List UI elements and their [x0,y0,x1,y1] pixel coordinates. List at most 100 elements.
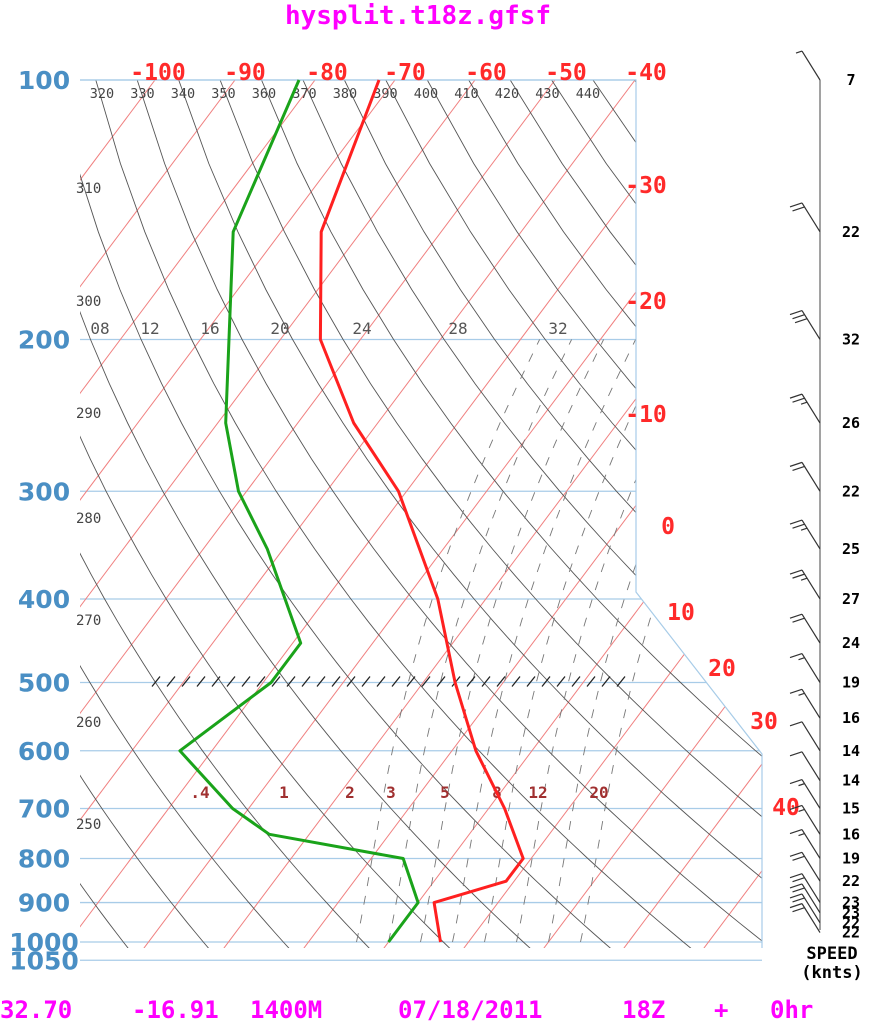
dry-adiabat-line [426,80,762,948]
isotherm-line [534,80,762,948]
mixing-ratio-label: 2 [345,783,355,802]
wind-barb-shaft [801,688,821,719]
wind-speed-label: 16 [842,825,860,843]
temperature-label: -70 [384,60,426,86]
moist-adiabat-line [484,339,669,943]
wind-barb-feather [795,50,803,54]
theta-label: 330 [130,86,154,102]
hatch-mark [271,676,281,687]
dry-adiabat-line [592,80,762,948]
hatch-mark [361,676,371,687]
dry-adiabat-line [0,80,57,960]
theta-label: 260 [76,715,101,731]
dewpoint-line [178,79,420,943]
wind-barb-feather [800,577,808,581]
theta-label: 440 [576,86,600,102]
hatch-mark [196,676,206,687]
isotherm-line [214,80,762,948]
hatch-mark [406,676,416,687]
hatch-mark [211,676,221,687]
pressure-label: 1000 [9,928,79,957]
theta-label: 300 [76,294,101,310]
theta-label: 410 [454,86,478,102]
temperature-label: -80 [306,60,348,86]
moist-adiabat-line [516,339,701,943]
wind-speed-label: 24 [842,634,860,652]
dry-adiabat-line [80,80,139,948]
wind-barb-shaft [801,50,821,81]
hatch-mark [256,676,266,687]
pressure-label: 800 [18,844,70,873]
temperature-label: -50 [545,60,587,86]
theta-label: 290 [76,406,101,422]
wind-barb-feather [789,828,803,835]
hatch-mark [481,676,491,687]
theta-label: 420 [495,86,519,102]
wind-barb-feather [792,877,805,883]
wind-speed-label: 22 [842,223,860,241]
hatch-mark [316,676,326,687]
isotherm-line [80,80,476,948]
isotherm-line [614,80,762,948]
footer-plus: + [714,996,728,1024]
hatch-mark [526,676,536,687]
hatch-mark [556,676,566,687]
dry-adiabat-line [551,80,762,948]
hatch-mark [586,676,596,687]
wind-barb-feather [789,779,803,785]
hatch-mark [301,676,311,687]
dry-adiabat-line [80,80,382,948]
wind-barb-feather [798,783,805,787]
pressure-label: 500 [18,669,70,698]
pressure-label: 300 [18,477,70,506]
moist-adiabat-line [420,339,605,943]
mixing-ratio-label: 16 [200,319,219,338]
wind-speed-label: 23 [842,894,860,912]
mixing-ratio-label: 28 [448,319,467,338]
footer-lon: -16.91 [132,996,219,1024]
mixing-ratio-label: 3 [386,783,396,802]
isotherm-line [454,80,762,948]
wind-speed-label: 14 [842,772,860,790]
wind-barb-feather [800,401,808,405]
speed-unit-label: (knts) [801,963,862,983]
pressure-label: 900 [18,889,70,918]
dry-adiabat-line [80,80,463,948]
dry-adiabat-line [80,80,544,948]
wind-barb-feather [789,804,803,810]
pressure-label: 1050 [9,946,79,975]
theta-label: 320 [90,86,114,102]
footer-fcst: 0hr [770,996,813,1024]
wind-speed-label: 23 [842,904,860,922]
footer-elev: 1400M [250,996,322,1024]
dry-adiabat-line [80,80,301,948]
hatch-mark [376,676,386,687]
hatch-mark [151,676,161,687]
mixing-ratio-label: 12 [528,783,547,802]
dry-adiabats [0,80,762,960]
isotherm-line [80,80,556,948]
wind-speed-label: 32 [842,330,860,348]
wind-barb-shaft [801,613,821,644]
hatch-mark [391,676,401,687]
theta-label: 400 [414,86,438,102]
temperature-label: -40 [625,60,667,86]
theta-label: 280 [76,511,101,527]
moist-adiabats [356,339,762,943]
wind-barb-shaft [801,462,821,492]
isotherm-line [80,80,316,948]
hatch-mark [436,676,446,687]
hatch-mark [166,676,176,687]
wind-speed-label: 27 [842,590,860,608]
wind-barb-feather [789,569,803,575]
dry-adiabat-line [261,80,762,948]
wind-barb-feather [789,613,803,619]
wind-barb-feather [789,461,803,467]
wind-barb-feather [798,833,805,837]
theta-label: 340 [171,86,195,102]
wind-barb-feather [789,721,803,727]
mixing-ratio-label: 20 [270,319,289,338]
isobars [80,79,762,961]
